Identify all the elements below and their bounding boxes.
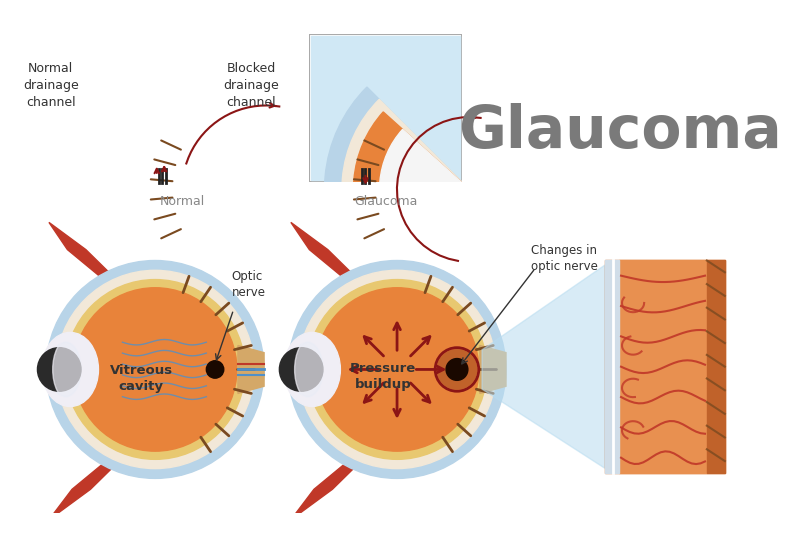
Wedge shape xyxy=(325,87,470,272)
Bar xyxy=(310,34,462,182)
Bar xyxy=(108,36,257,180)
Wedge shape xyxy=(138,99,266,262)
Text: Changes in
optic nerve: Changes in optic nerve xyxy=(531,244,598,273)
Text: Normal: Normal xyxy=(160,195,205,208)
Polygon shape xyxy=(49,222,114,280)
Ellipse shape xyxy=(66,280,245,459)
Circle shape xyxy=(438,350,477,389)
Ellipse shape xyxy=(46,261,264,479)
Wedge shape xyxy=(379,130,470,237)
Wedge shape xyxy=(342,99,470,262)
Circle shape xyxy=(206,361,224,378)
Text: Vitreous
cavity: Vitreous cavity xyxy=(110,364,173,393)
Text: Glaucoma: Glaucoma xyxy=(354,195,417,208)
Ellipse shape xyxy=(294,340,325,399)
Ellipse shape xyxy=(315,288,478,451)
Polygon shape xyxy=(49,459,118,520)
Ellipse shape xyxy=(298,270,496,469)
Polygon shape xyxy=(482,265,605,469)
Ellipse shape xyxy=(288,261,506,479)
Polygon shape xyxy=(480,345,506,393)
Ellipse shape xyxy=(307,280,487,459)
Bar xyxy=(605,261,619,473)
Wedge shape xyxy=(122,87,266,272)
Ellipse shape xyxy=(56,270,254,469)
Bar xyxy=(311,36,460,180)
Ellipse shape xyxy=(284,333,340,407)
Polygon shape xyxy=(291,459,360,520)
Circle shape xyxy=(446,359,468,381)
Ellipse shape xyxy=(74,288,237,451)
Bar xyxy=(707,261,725,473)
Circle shape xyxy=(38,348,81,391)
Ellipse shape xyxy=(53,340,83,399)
Wedge shape xyxy=(150,112,266,251)
Ellipse shape xyxy=(50,342,81,397)
Text: Normal
drainage
channel: Normal drainage channel xyxy=(23,61,78,109)
Polygon shape xyxy=(238,345,264,393)
Ellipse shape xyxy=(293,342,323,397)
Bar xyxy=(106,34,258,182)
Wedge shape xyxy=(354,112,470,251)
Bar xyxy=(605,261,725,473)
Circle shape xyxy=(279,348,323,391)
Text: Blocked
drainage
channel: Blocked drainage channel xyxy=(223,61,279,109)
Text: Pressure
buildup: Pressure buildup xyxy=(350,362,416,391)
Text: Glaucoma: Glaucoma xyxy=(458,103,782,160)
Wedge shape xyxy=(177,130,266,237)
Bar xyxy=(619,261,707,473)
Ellipse shape xyxy=(42,333,98,407)
Text: Optic
nerve: Optic nerve xyxy=(231,270,266,298)
Polygon shape xyxy=(291,222,355,280)
